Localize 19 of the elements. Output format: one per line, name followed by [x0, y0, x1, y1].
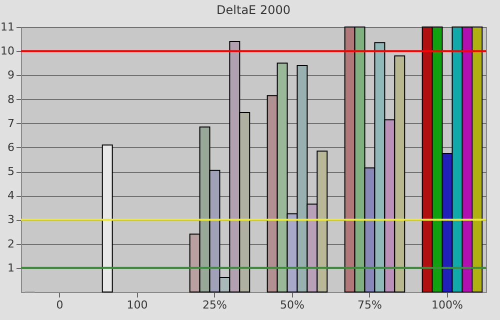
y-tick-label: 5 — [8, 165, 14, 178]
x-tick-label: 25% — [202, 298, 227, 312]
y-tick-label: 10 — [0, 44, 14, 58]
x-tick-label: 100 — [126, 298, 148, 312]
x-tick-label: 75% — [358, 298, 382, 312]
chart-title: DeltaE 2000 — [216, 3, 290, 17]
y-tick-label: 7 — [8, 116, 14, 130]
y-tick-label: 4 — [8, 189, 14, 202]
y-tick-label: 6 — [8, 140, 14, 154]
y-tick-label: 3 — [8, 213, 14, 226]
bar — [102, 144, 113, 292]
y-tick-label: 2 — [8, 237, 14, 250]
y-tick-label: 11 — [0, 20, 14, 34]
y-tick-label: 8 — [8, 92, 14, 106]
x-tick-label: 0 — [56, 298, 64, 312]
x-tick-label: 100% — [432, 298, 463, 312]
y-tick-label: 1 — [8, 261, 14, 274]
y-tick-label: 9 — [8, 68, 14, 82]
x-tick-label: 50% — [280, 298, 304, 312]
